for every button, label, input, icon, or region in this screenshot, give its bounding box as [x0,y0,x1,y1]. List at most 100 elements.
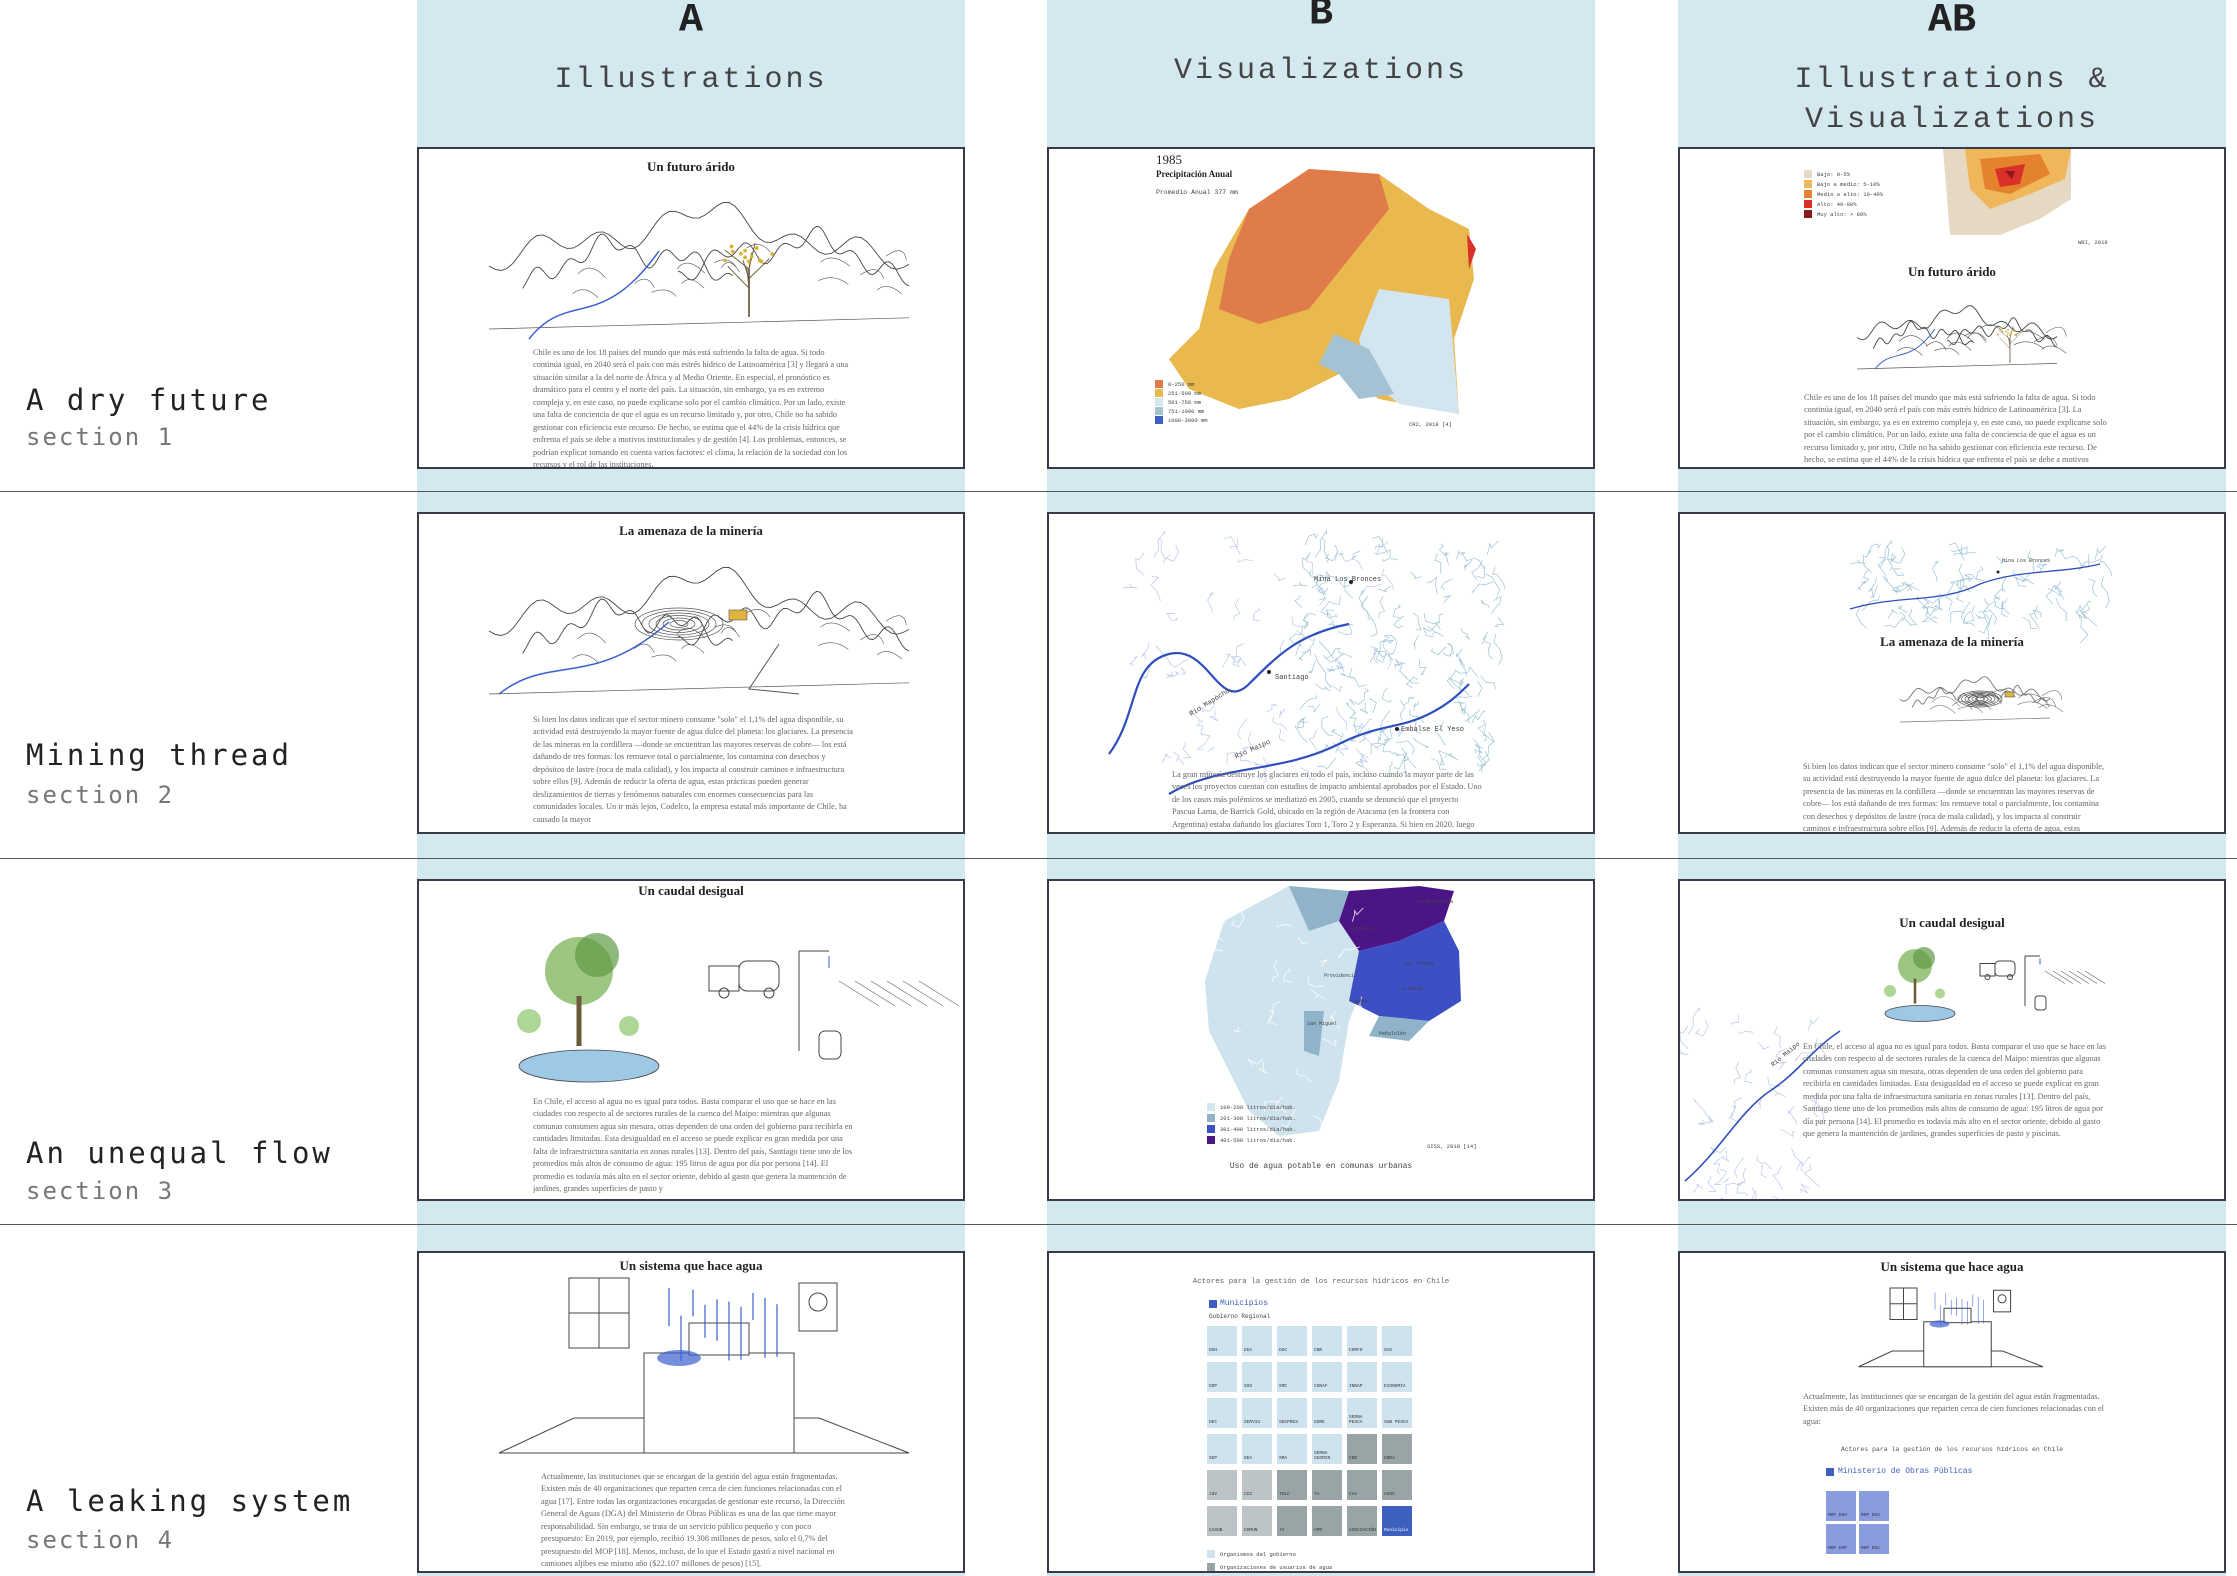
actor-label: JdV [1209,1492,1218,1498]
legend-label: Bajo a medio: 5-10% [1817,180,1880,188]
art-stroke [1321,596,1341,612]
art-stroke [1710,1146,1727,1154]
art-stroke [1916,596,1927,609]
art-stroke [1338,946,1360,959]
art-stroke [1481,599,1490,608]
art-stroke [2045,326,2067,337]
art-stroke [1434,552,1442,575]
legend-swatch [1209,1300,1217,1308]
art-stroke [1406,676,1419,689]
art-stroke [1289,886,1349,931]
art-stroke [1473,738,1487,772]
actor-box: SEA [1242,1434,1272,1464]
art-stroke [1925,606,1932,616]
art-stroke [2038,704,2064,713]
legend-label: 1000-3000 mm [1168,416,1208,424]
art-stroke [1978,609,1997,626]
legend-swatch [1207,1114,1215,1122]
legend-label: Organizaciones de usuarios de agua [1220,1563,1333,1571]
art-stroke [1996,556,2008,564]
art-stroke [1274,1097,1287,1113]
art-stroke [1165,545,1179,562]
art-stroke [1354,724,1360,734]
art-stroke [1241,731,1252,750]
legend-item: Bajo: 0-5% [1804,170,1850,178]
actor-box: ECONOMÍA [1382,1362,1412,1392]
art-stroke [870,980,912,1007]
art-stroke [1257,1061,1267,1074]
art-stroke [518,1049,660,1083]
art-stroke [1232,643,1245,668]
actor-label: GORE [1314,1420,1325,1426]
art-stroke [1304,533,1319,546]
row-separator [0,1224,2237,1225]
art-stroke [1403,756,1417,768]
art-stroke [1439,757,1445,765]
column-name: Illustrations [554,63,828,97]
actor-box: DEC [1207,1398,1237,1428]
actor-box: SERNA GEOMIN [1312,1434,1342,1464]
art-stroke [1401,747,1407,774]
art-stroke [1778,1061,1787,1070]
art-stroke [662,617,696,631]
art-stroke [1394,663,1403,671]
art-stroke [1267,670,1271,674]
art-stroke [743,248,748,253]
actor-label: SEGPRES [1279,1420,1298,1426]
actor-label: ASOC [1384,1492,1395,1498]
art-stroke [1775,1047,1788,1059]
art-stroke [1863,569,1870,585]
art-stroke [1960,601,1971,623]
art-stroke [1474,744,1484,754]
art-stroke [1369,697,1377,713]
art-stroke [1382,558,1398,562]
row-section: section 1 [26,423,175,451]
art-stroke [572,289,599,298]
art-stroke [1344,576,1354,599]
map-label: San Miguel [1307,1021,1338,1027]
art-stroke [1883,616,1904,629]
panel-body: En Chile, el acceso al agua no es igual … [1803,1042,2106,1139]
art-stroke [1899,717,2051,723]
legend-item: Medio a alto: 10-40% [1804,190,1883,198]
art-stroke [1680,1025,1689,1049]
actor-label: ECONOMÍA [1384,1384,1406,1390]
art-stroke [1934,347,1960,355]
panel-art [517,933,960,1083]
art-stroke [1477,755,1487,773]
legend-swatch [1155,380,1163,388]
art-stroke [886,980,928,1007]
map-label: Mina Los Bronces [1314,576,1382,584]
art-stroke [1352,1003,1362,1022]
art-stroke [1310,989,1327,1000]
map-source: WRI, 2019 [2078,239,2108,246]
art-stroke [1440,578,1453,590]
art-stroke [2076,970,2098,984]
art-stroke [1892,568,1904,576]
actor-label: SMA [1279,1456,1288,1462]
art-stroke [2094,546,2107,561]
art-stroke [1268,1001,1281,1026]
art-stroke [860,269,884,280]
art-stroke [1850,559,1866,564]
art-stroke [1477,681,1483,698]
art-stroke [1322,1037,1338,1047]
art-stroke [1693,1184,1703,1193]
art-stroke [748,643,800,695]
art-stroke [1891,547,1906,564]
art-stroke [1730,1097,1743,1122]
actor-label: JV [1279,1528,1285,1534]
art-stroke [1751,1190,1756,1199]
art-stroke [1381,568,1394,591]
panel-art [488,567,910,695]
art-stroke [1477,719,1494,742]
panel-body: Si bien los datos indican que el sector … [533,715,853,824]
actor-box: MOP DOP [1826,1524,1856,1554]
legend-label: Medio a alto: 10-40% [1817,190,1884,198]
art-stroke [569,1278,629,1348]
art-stroke [818,642,849,650]
art-stroke [1233,598,1241,621]
art-stroke [1791,1148,1804,1171]
actor-box: Municipio [1382,1506,1412,1536]
art-stroke [818,277,849,285]
